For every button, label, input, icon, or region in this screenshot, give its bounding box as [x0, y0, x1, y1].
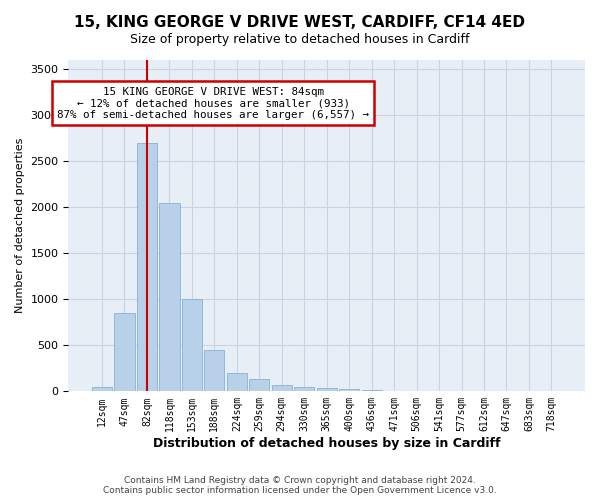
- Bar: [317, 388, 337, 392]
- Bar: [204, 350, 224, 392]
- Bar: [249, 380, 269, 392]
- Bar: [339, 390, 359, 392]
- Bar: [294, 386, 314, 392]
- Text: 15 KING GEORGE V DRIVE WEST: 84sqm
← 12% of detached houses are smaller (933)
87: 15 KING GEORGE V DRIVE WEST: 84sqm ← 12%…: [57, 86, 369, 120]
- Bar: [272, 385, 292, 392]
- Text: Contains HM Land Registry data © Crown copyright and database right 2024.
Contai: Contains HM Land Registry data © Crown c…: [103, 476, 497, 495]
- X-axis label: Distribution of detached houses by size in Cardiff: Distribution of detached houses by size …: [153, 437, 500, 450]
- Text: Size of property relative to detached houses in Cardiff: Size of property relative to detached ho…: [130, 32, 470, 46]
- Bar: [115, 313, 134, 392]
- Bar: [227, 373, 247, 392]
- Bar: [159, 202, 179, 392]
- Bar: [182, 300, 202, 392]
- Bar: [92, 386, 112, 392]
- Y-axis label: Number of detached properties: Number of detached properties: [15, 138, 25, 314]
- Bar: [362, 390, 382, 392]
- Text: 15, KING GEORGE V DRIVE WEST, CARDIFF, CF14 4ED: 15, KING GEORGE V DRIVE WEST, CARDIFF, C…: [74, 15, 526, 30]
- Bar: [137, 143, 157, 392]
